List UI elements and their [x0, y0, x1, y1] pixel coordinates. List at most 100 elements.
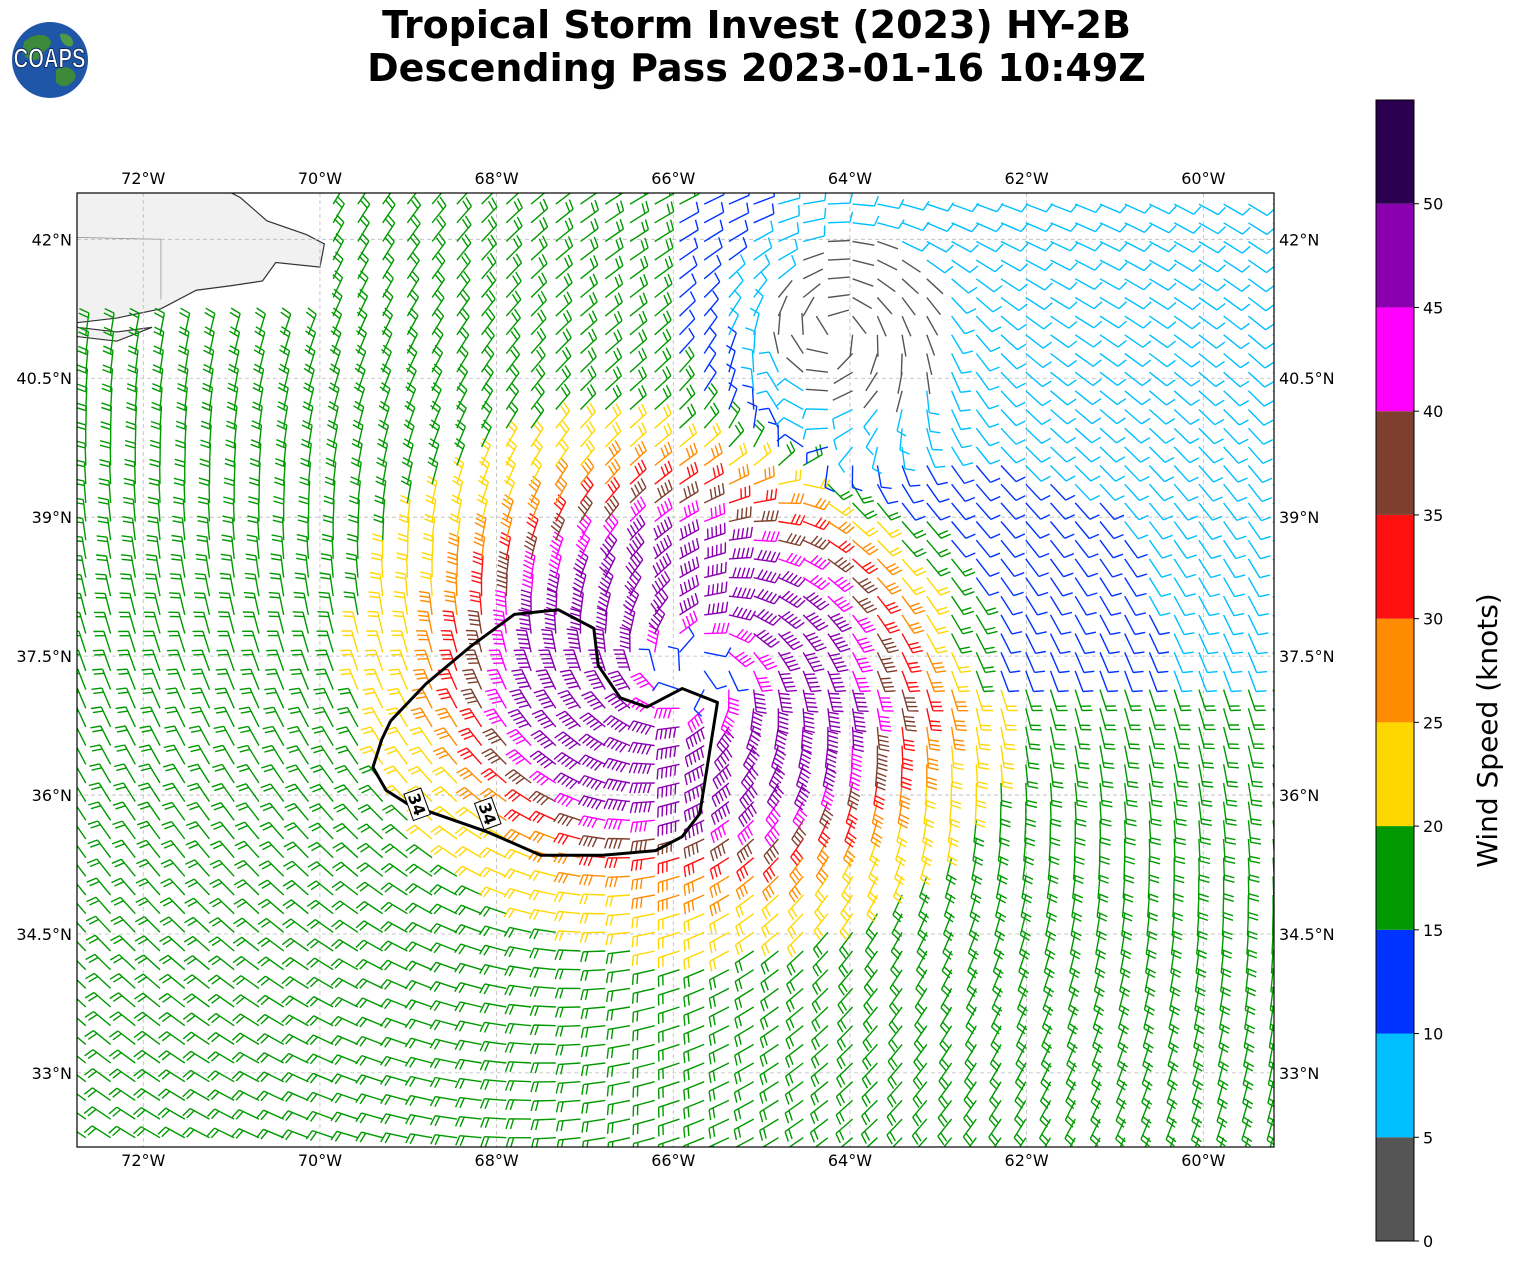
wind-barb	[111, 858, 136, 877]
wind-barb	[709, 894, 730, 917]
lon-tick-label-top: 60°W	[1181, 169, 1225, 188]
wind-barb	[1173, 614, 1195, 636]
wind-barb	[234, 859, 260, 877]
wind-barb	[371, 552, 384, 578]
wind-barb	[839, 913, 854, 941]
wind-barb	[454, 982, 482, 994]
wind-barb	[158, 1031, 186, 1045]
wind-barb	[163, 744, 186, 765]
wind-barb	[771, 745, 787, 774]
colorbar-tick-label: 40	[1423, 402, 1443, 421]
wind-barb	[114, 725, 136, 746]
wind-barb	[1247, 670, 1267, 693]
wind-barb	[505, 290, 522, 317]
wind-barb	[1241, 1100, 1253, 1128]
wind-barb	[157, 1088, 186, 1101]
wind-barb	[330, 977, 359, 990]
wind-barb	[802, 517, 831, 531]
wind-barb	[778, 469, 802, 485]
wind-barb	[1247, 278, 1274, 293]
wind-barb	[253, 363, 265, 391]
wind-barb	[1247, 689, 1266, 712]
wind-barb	[733, 1062, 755, 1085]
wind-barb	[247, 515, 260, 541]
wind-barb	[1198, 764, 1214, 788]
wind-barb	[218, 592, 235, 616]
wind-barb	[816, 838, 830, 867]
wind-barb	[951, 222, 980, 233]
wind-barb	[207, 1089, 235, 1102]
wind-barb	[231, 1089, 260, 1102]
wind-barb	[1148, 689, 1167, 712]
wind-barb	[896, 409, 907, 437]
wind-barb	[414, 649, 433, 672]
wind-barb	[712, 763, 732, 790]
wind-barb	[1049, 689, 1068, 712]
wind-barb	[1243, 1044, 1255, 1072]
wind-barb	[876, 595, 902, 615]
wind-barb	[1198, 352, 1225, 368]
wind-barb	[827, 276, 850, 280]
wind-barb	[613, 649, 631, 672]
wind-barb	[654, 441, 673, 467]
wind-barb	[1049, 577, 1073, 597]
wind-barb	[1148, 558, 1172, 578]
wind-barb	[775, 398, 804, 411]
wind-barb	[505, 382, 520, 410]
wind-barb	[380, 1055, 408, 1067]
wind-barb	[851, 483, 875, 504]
wind-barb	[306, 976, 334, 990]
wind-barb	[1198, 465, 1224, 483]
wind-barb	[331, 900, 359, 915]
colorbar-tick-label: 45	[1423, 298, 1443, 317]
wind-barb	[734, 950, 755, 974]
wind-barb	[555, 365, 572, 392]
wind-barb	[330, 326, 342, 354]
wind-barb	[975, 652, 996, 674]
wind-barb	[901, 633, 924, 654]
wind-barb	[195, 553, 211, 578]
wind-barb	[184, 916, 210, 933]
wind-barb	[281, 956, 309, 971]
wind-barb	[305, 1110, 334, 1122]
wind-barb	[654, 403, 672, 429]
wind-barb	[914, 1006, 928, 1034]
wind-barb	[352, 419, 364, 448]
wind-barb	[456, 215, 472, 242]
wind-barb	[1049, 745, 1065, 770]
wind-barb	[1143, 988, 1155, 1016]
wind-barb	[580, 969, 606, 982]
wind-barb	[827, 595, 854, 613]
colorbar-tick-label: 20	[1423, 817, 1443, 836]
wind-barb	[1192, 1044, 1204, 1072]
wind-barb	[901, 502, 926, 521]
wind-barb	[827, 708, 841, 733]
wind-barb	[530, 364, 546, 392]
wind-barb	[604, 875, 631, 888]
wind-barb	[861, 1081, 878, 1107]
wind-barb	[1074, 577, 1098, 597]
wind-barb	[1049, 820, 1061, 847]
wind-barb	[77, 940, 87, 952]
wind-barb	[108, 1106, 136, 1120]
wind-barb	[991, 988, 1003, 1016]
wind-barb	[479, 1021, 507, 1033]
wind-barb	[728, 567, 755, 579]
wind-barb	[1193, 1025, 1205, 1053]
wind-barb	[77, 383, 88, 410]
wind-barb	[413, 668, 433, 690]
wind-barb	[434, 707, 458, 728]
wind-barb	[876, 334, 879, 357]
wind-barb	[529, 947, 556, 959]
wind-barb	[602, 715, 631, 733]
wind-barb	[504, 1042, 532, 1054]
wind-barb	[77, 687, 87, 709]
wind-barb	[901, 689, 919, 712]
wind-barb	[1074, 726, 1091, 750]
wind-barb	[703, 254, 722, 280]
wind-barb	[709, 875, 730, 898]
wind-barb	[629, 459, 647, 485]
wind-barb	[1244, 1137, 1250, 1147]
wind-barb	[332, 195, 345, 224]
wind-barb	[926, 409, 941, 434]
